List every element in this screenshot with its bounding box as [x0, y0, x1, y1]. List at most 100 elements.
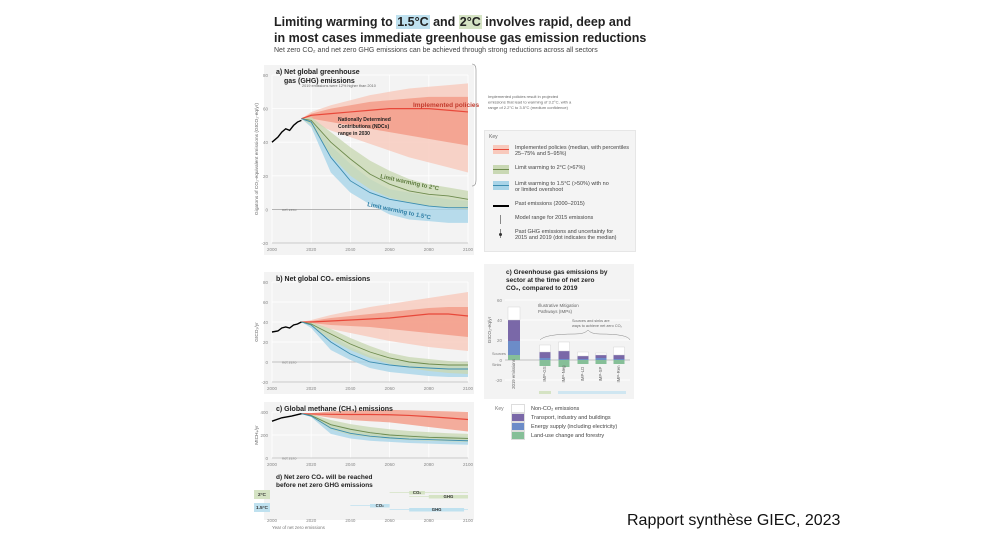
- implemented-swatch-icon: [493, 145, 509, 154]
- panel-title-line-2: gas (GHG) emissions: [284, 78, 355, 85]
- panel-title: sector at the time of net zero: [506, 277, 595, 284]
- legend-label: Past emissions (2000–2015): [515, 201, 585, 207]
- x-tick-label: 2100: [463, 247, 474, 252]
- legend-label: Energy supply (including electricity): [531, 423, 618, 430]
- bar-label: GHG: [432, 507, 442, 512]
- bracket-note: ways to achieve net zero CO₂: [572, 324, 623, 328]
- legend-item-2c: Limit warming to 2°C (>67%): [493, 165, 585, 174]
- panel-title: before net zero GHG emissions: [276, 482, 373, 489]
- row-label-box: [254, 503, 270, 512]
- implemented-note: range of 2.2°C to 3.5°C (medium confiden…: [488, 105, 569, 110]
- x-tick-label: 2020: [306, 462, 317, 467]
- y-tick-label: 0: [499, 358, 502, 363]
- legend-key: Key Implemented policies (median, with p…: [484, 130, 636, 252]
- stacked-bar-segment: [613, 355, 625, 359]
- non-co2-swatch-icon: [511, 404, 525, 413]
- x-tick-label: 2080: [424, 247, 435, 252]
- title-highlight-2: 2°C: [458, 15, 482, 29]
- legend-heading: Key: [489, 134, 498, 140]
- stacked-bar-segment: [507, 306, 521, 321]
- stacked-bar-segment: [508, 355, 520, 360]
- stacked-bar-segment: [539, 344, 551, 353]
- x-tick-label: 2020: [306, 247, 317, 252]
- legend-label: Non-CO₂ emissions: [531, 405, 580, 412]
- title-line-2: in most cases immediate greenhouse gas e…: [274, 31, 647, 45]
- y-tick-label: 60: [497, 298, 503, 303]
- legend-item-implemented: Implemented policies (median, with perce…: [493, 145, 630, 157]
- imp-bracket: [539, 329, 631, 341]
- sources-label: Sources: [492, 352, 506, 356]
- y-tick-label: 40: [497, 318, 503, 323]
- implemented-median-line: [301, 313, 469, 323]
- stacked-bar-segment: [613, 360, 625, 364]
- net-zero-label: net zero: [282, 360, 297, 365]
- imp-2c-group-marker: [539, 391, 551, 394]
- x-axis-label: Year of net zero emissions: [272, 525, 326, 530]
- past-emissions-line: [271, 413, 302, 422]
- panel-title: b) Net global CO₂ emissions: [276, 276, 370, 283]
- stacked-bar-segment: [539, 360, 551, 366]
- legend-item-model-range: Model range for 2015 emissions: [493, 215, 593, 224]
- y-tick-label: -20: [261, 380, 268, 385]
- past-emissions-line: [271, 119, 302, 143]
- 1-5c-swatch-icon: [493, 181, 509, 190]
- net-zero-label: net zero: [282, 207, 297, 212]
- implemented-policies-label: Implemented policies: [413, 102, 479, 109]
- sector-legend-non-co2: Key Non-CO₂ emissions: [495, 404, 580, 413]
- x-tick-label: 2080: [424, 518, 435, 523]
- limit-1-5c-median-line: [301, 413, 469, 442]
- panel-title: c) Global methane (CH₄) emissions: [276, 406, 393, 413]
- sinks-label: Sinks: [492, 363, 501, 367]
- y-tick-label: 0: [265, 456, 268, 461]
- y-tick-label: 20: [497, 338, 503, 343]
- bar-label: CO₂: [413, 490, 421, 495]
- ndc-label: Contributions (NDCs): [338, 124, 389, 130]
- transport-swatch-icon: [511, 413, 525, 422]
- y-tick-label: 60: [263, 300, 269, 305]
- stacked-bar-segment: [558, 360, 570, 367]
- uncertainty-dot-icon: [493, 229, 509, 238]
- x-tick-label: 2100: [463, 462, 474, 467]
- panel-title: a) Net global greenhouse: [276, 69, 360, 76]
- x-tick-label: 2080: [424, 386, 435, 391]
- legend-label: Past GHG emissions and uncertainty for 2…: [515, 229, 617, 241]
- y-tick-label: 400: [260, 410, 268, 415]
- energy-swatch-icon: [511, 422, 525, 431]
- stacked-bar-segment: [613, 359, 625, 360]
- sector-legend: Key Non-CO₂ emissions Transport, industry…: [495, 404, 617, 440]
- imp-subtitle: Pathways (IMPs): [538, 309, 573, 314]
- title-text: Limiting warming to: [274, 15, 397, 29]
- stacked-bar-segment: [595, 352, 607, 356]
- stacked-bar-segment: [577, 359, 589, 360]
- category-label: IMP-Ren: [616, 365, 621, 383]
- limit-2c-median-line: [301, 118, 469, 200]
- figure-subtitle: Net zero CO₂ and net zero GHG emissions …: [274, 47, 598, 54]
- x-tick-label: 2000: [267, 462, 278, 467]
- limit-2c-band: [301, 413, 468, 442]
- iqr-bar: [409, 508, 465, 512]
- panel-title: CO₂, compared to 2019: [506, 285, 578, 292]
- net-zero-label: net zero: [282, 456, 297, 461]
- implemented-band: [301, 409, 468, 432]
- bar-label: CO₂: [376, 503, 384, 508]
- panel-c-methane-emissions: 0 200 400 2000 2020 2040 2060 2080 2100 c) Global…: [254, 402, 474, 470]
- range-bracket: [471, 63, 477, 187]
- title-text: involves rapid, deep and: [481, 15, 632, 29]
- y-tick-label: 40: [263, 320, 269, 325]
- legend-label: Limit warming to 1.5°C (>50%) with no or…: [515, 181, 609, 193]
- panel-title: d) Net zero CO₂ will be reached: [276, 474, 372, 481]
- x-tick-label: 2060: [385, 462, 396, 467]
- x-tick-label: 2020: [306, 386, 317, 391]
- x-tick-label: 2000: [267, 247, 278, 252]
- y-tick-label: -20: [495, 378, 502, 383]
- x-tick-label: 2020: [306, 518, 317, 523]
- limit-2c-median-line: [301, 321, 468, 366]
- 2c-swatch-icon: [493, 165, 509, 174]
- legend-label: Limit warming to 2°C (>67%): [515, 165, 586, 171]
- category-label: IMP-SP: [598, 366, 603, 381]
- stacked-bar-segment: [558, 351, 570, 359]
